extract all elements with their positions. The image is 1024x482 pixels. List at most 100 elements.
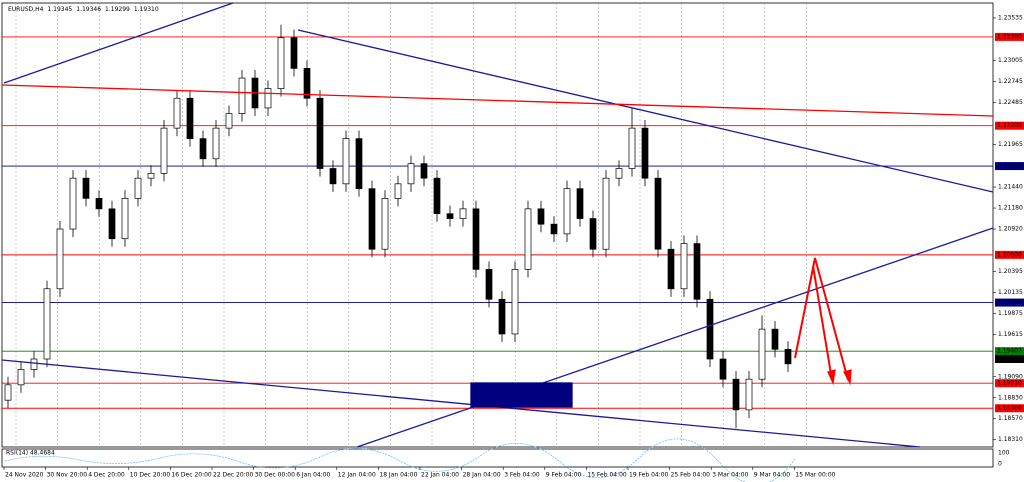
- level-label: 1.20009: [997, 299, 1022, 306]
- x-tick-label: 15 Mar 00:00: [795, 472, 835, 479]
- candle-body: [771, 328, 779, 350]
- arrow-head: [827, 369, 836, 386]
- x-tick-label: 22 Jan 04:00: [421, 472, 459, 479]
- candle-body: [56, 228, 64, 290]
- candle-body: [550, 223, 558, 235]
- candle-body: [186, 97, 194, 139]
- candle-body: [30, 358, 38, 370]
- y-tick-label: 1.21440: [998, 184, 1023, 191]
- x-tick-label: 28 Jan 04:00: [463, 472, 501, 479]
- x-tick-label: 6 Jan 04:00: [296, 472, 330, 479]
- candle-body: [472, 208, 480, 270]
- trend-line: [1, 359, 921, 448]
- level-tag: [995, 250, 1024, 259]
- candle-body: [43, 288, 51, 360]
- candle-body: [537, 208, 545, 225]
- level-label: 1.22200: [997, 122, 1022, 129]
- level-label: 1.21700: [997, 163, 1022, 170]
- candle-body: [576, 188, 584, 219]
- level-label: 1.19407: [997, 348, 1022, 355]
- candle-body: [121, 198, 129, 240]
- y-tick-label: 1.21180: [998, 205, 1023, 212]
- candle-body: [225, 113, 233, 129]
- x-tick-label: 3 Mar 04:00: [712, 472, 748, 479]
- y-tick-label: 1.23005: [998, 57, 1023, 64]
- trend-line: [356, 227, 994, 448]
- level-tag: [995, 404, 1024, 413]
- y-tick-label: 1.19875: [998, 310, 1023, 317]
- candle-body: [381, 198, 389, 250]
- x-tick-label: 3 Feb 04:00: [504, 472, 540, 479]
- candle-body: [706, 298, 714, 360]
- candle-body: [641, 127, 649, 179]
- y-tick-label: 1.22745: [998, 78, 1023, 85]
- header: EURUSD,H4 1.19345 1.19346 1.19299 1.19310: [8, 6, 159, 13]
- candle-body: [719, 358, 727, 380]
- candle-body: [784, 348, 792, 365]
- x-tick-label: 16 Dec 20:00: [171, 472, 212, 479]
- level-tag: [995, 298, 1024, 307]
- x-tick-label: 30 Nov 20:00: [47, 472, 88, 479]
- candle-body: [147, 172, 155, 179]
- y-tick-label: 1.20920: [998, 226, 1023, 233]
- candle-body: [238, 77, 246, 114]
- y-tick-label: 1.20135: [998, 289, 1023, 296]
- candle-body: [290, 37, 298, 69]
- y-tick-label: 1.23535: [998, 14, 1023, 21]
- header-value: 1.19346: [76, 6, 101, 13]
- candle-body: [82, 177, 90, 199]
- x-tick-label: 4 Dec 20:00: [88, 472, 125, 479]
- y-tick-label: 1.18310: [998, 436, 1023, 443]
- level-tag: [995, 121, 1024, 130]
- candle-body: [563, 188, 571, 235]
- candle-body: [134, 177, 142, 199]
- x-tick-label: 30 Dec 00:00: [255, 472, 296, 479]
- x-tick-label: 25 Feb 04:00: [671, 472, 711, 479]
- level-tag: [995, 379, 1024, 388]
- candle-body: [524, 208, 532, 270]
- indicator-tick: 0: [998, 461, 1002, 468]
- candle-body: [173, 97, 181, 129]
- y-tick-label: 1.18570: [998, 415, 1023, 422]
- y-tick-label: 1.19615: [998, 331, 1023, 338]
- candle-body: [17, 369, 25, 386]
- candle-body: [446, 213, 454, 219]
- candle-body: [355, 138, 363, 190]
- candle-body: [368, 188, 376, 250]
- x-tick-label: 18 Jan 04:00: [379, 472, 417, 479]
- projection-arrow: [794, 257, 849, 381]
- header-value: 1.19310: [134, 6, 159, 13]
- trend-line: [297, 29, 994, 193]
- candles: [4, 24, 792, 429]
- projection-arrow: [812, 265, 833, 381]
- x-tick-label: 19 Feb 04:00: [629, 472, 669, 479]
- level-tag: [995, 162, 1024, 171]
- candle-body: [95, 198, 103, 210]
- x-tick-label: 15 Feb 04:00: [587, 472, 627, 479]
- x-tick-label: 9 Feb 04:00: [546, 472, 582, 479]
- trend-line: [3, 2, 234, 84]
- candle-body: [433, 177, 441, 215]
- header-value: 1.19299: [105, 6, 130, 13]
- trend-line: [1, 84, 994, 117]
- candle-body: [303, 68, 311, 99]
- candle-body: [498, 298, 506, 335]
- candle-body: [264, 88, 272, 109]
- indicator-frame: [1, 448, 994, 468]
- candle-body: [758, 328, 766, 380]
- rsi-line: [4, 438, 796, 482]
- candle-body: [212, 127, 220, 160]
- y-tick-label: 1.19090: [998, 373, 1023, 380]
- candle-body: [199, 138, 207, 160]
- level-label: 1.23300: [997, 33, 1022, 40]
- level-label: 1.20600: [997, 251, 1022, 258]
- candle-body: [277, 37, 285, 89]
- level-label: 1.18700: [997, 405, 1022, 412]
- candle-body: [394, 183, 402, 199]
- candle-body: [511, 269, 519, 335]
- grid: [15, 3, 807, 447]
- candle-body: [407, 163, 415, 185]
- candle-body: [69, 177, 77, 230]
- drawings: [1, 2, 994, 482]
